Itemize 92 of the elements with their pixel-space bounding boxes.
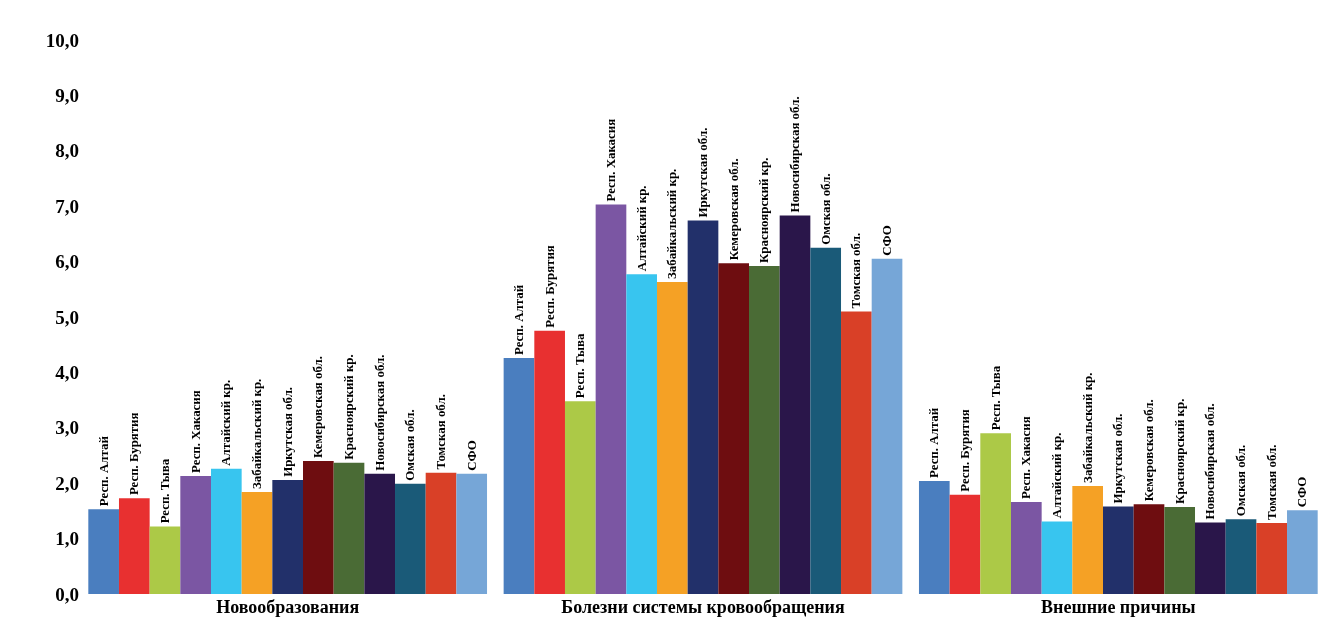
y-tick-label: 5,0 xyxy=(55,306,79,328)
y-tick-label: 9,0 xyxy=(55,85,79,107)
text: Иркутская обл. xyxy=(280,386,295,477)
bar xyxy=(1072,485,1103,594)
text: Алтайский кр. xyxy=(219,379,234,466)
bar xyxy=(810,247,842,594)
y-tick-label: 6,0 xyxy=(55,251,79,273)
bar xyxy=(456,473,488,594)
bar xyxy=(333,462,365,594)
bar xyxy=(1287,510,1318,594)
text: Респ. Хакасия xyxy=(188,390,203,473)
text: Респ. Бурятия xyxy=(958,409,973,492)
bar xyxy=(303,461,334,594)
bar xyxy=(272,479,303,594)
text: Забайкальский кр. xyxy=(250,378,265,489)
bar xyxy=(871,258,903,594)
bar xyxy=(918,480,950,594)
text: Красноярский кр. xyxy=(757,157,772,263)
text: Новосибирская обл. xyxy=(788,96,803,213)
y-tick-label: 4,0 xyxy=(55,362,79,384)
bar xyxy=(149,526,181,594)
x-tick-label: Внешние причины xyxy=(1041,597,1196,617)
text: Забайкальский кр. xyxy=(1080,372,1095,483)
text: Красноярский кр. xyxy=(342,354,357,460)
bar xyxy=(564,401,596,594)
bar xyxy=(1133,504,1165,594)
bar xyxy=(980,433,1011,594)
text: Алтайский кр. xyxy=(634,185,649,272)
text: Респ. Тыва xyxy=(158,458,173,524)
bar xyxy=(1225,519,1257,594)
text: Омская обл. xyxy=(1234,444,1249,517)
bar xyxy=(1041,521,1073,594)
bar xyxy=(656,282,688,594)
y-tick-label: 1,0 xyxy=(55,528,79,550)
y-tick-label: 10,0 xyxy=(45,29,79,51)
text: Томская обл. xyxy=(1264,444,1279,521)
text: Респ. Хакасия xyxy=(604,118,619,202)
y-tick-label: 0,0 xyxy=(55,583,79,605)
text: СФО xyxy=(880,225,895,256)
text: Томская обл. xyxy=(434,394,449,470)
text: Иркутская обл. xyxy=(1111,413,1126,504)
text: Кемеровская обл. xyxy=(1142,399,1157,502)
text: Кемеровская обл. xyxy=(311,355,326,458)
text: Омская обл. xyxy=(403,409,418,481)
text: СФО xyxy=(464,440,479,471)
bar xyxy=(503,358,535,594)
bar xyxy=(626,274,657,594)
bar xyxy=(88,509,119,594)
text: Красноярский кр. xyxy=(1172,398,1187,504)
bar xyxy=(841,311,872,594)
bar xyxy=(1256,523,1288,594)
text: СФО xyxy=(1295,476,1310,508)
bar xyxy=(687,220,719,594)
bar xyxy=(395,483,426,594)
text: Респ. Бурятия xyxy=(542,245,557,328)
text: Алтайский кр. xyxy=(1050,432,1065,519)
text: Томская обл. xyxy=(849,232,864,309)
bar xyxy=(749,266,780,594)
bar xyxy=(210,468,242,594)
bar xyxy=(425,472,457,594)
x-tick-label: Новообразования xyxy=(216,597,360,617)
text: Респ. Бурятия xyxy=(127,412,142,496)
text: Респ. Тыва xyxy=(988,365,1003,431)
bar xyxy=(241,492,273,594)
text: Кемеровская обл. xyxy=(726,158,741,261)
bar xyxy=(118,498,150,594)
y-tick-label: 8,0 xyxy=(55,140,79,162)
bar xyxy=(1164,507,1196,594)
bar xyxy=(779,215,811,594)
text: Респ. Алтай xyxy=(96,435,111,507)
text: Омская обл. xyxy=(818,173,833,245)
text: Иркутская обл. xyxy=(696,127,711,218)
bar xyxy=(364,473,396,594)
bar xyxy=(1010,502,1042,594)
text: Респ. Хакасия xyxy=(1019,416,1034,499)
bar xyxy=(949,494,981,594)
bar xyxy=(1195,522,1226,594)
text: Забайкальский кр. xyxy=(665,168,680,280)
bar xyxy=(534,330,565,594)
bar xyxy=(180,476,211,594)
text: Новосибирская обл. xyxy=(1203,403,1218,520)
y-tick-label: 3,0 xyxy=(55,417,79,439)
y-tick-label: 2,0 xyxy=(55,472,79,494)
text: Респ. Алтай xyxy=(927,407,942,478)
y-tick-label: 7,0 xyxy=(55,195,79,217)
text: Новосибирская обл. xyxy=(372,354,387,471)
x-tick-label: Болезни системы кровообращения xyxy=(561,597,845,617)
bar xyxy=(718,263,750,594)
bar xyxy=(595,204,627,594)
text: Респ. Тыва xyxy=(573,333,588,399)
bar xyxy=(1103,506,1134,594)
text: Респ. Алтай xyxy=(512,284,527,355)
